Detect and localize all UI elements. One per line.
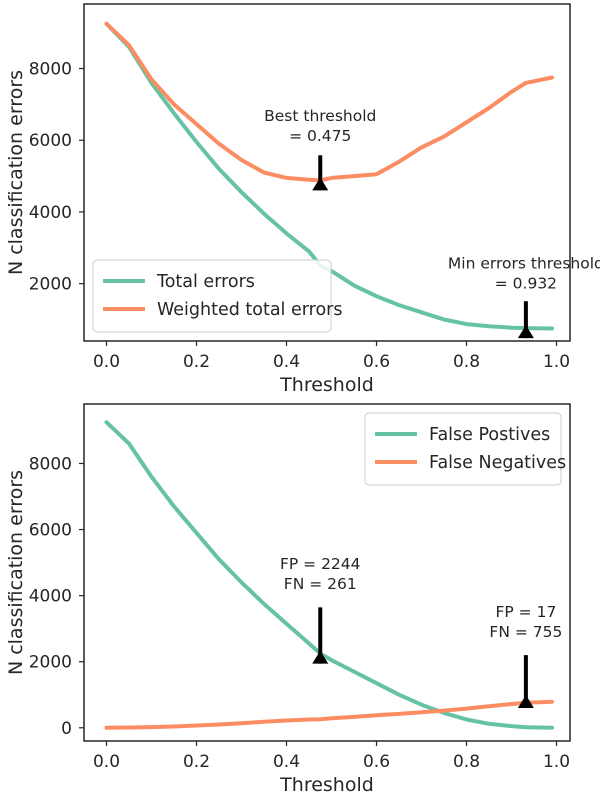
- x-tick-label: 0.2: [183, 352, 210, 372]
- y-tick-label: 0: [61, 719, 72, 739]
- y-tick-label: 8000: [29, 60, 72, 80]
- annotation-arrow-head-1: [517, 325, 534, 339]
- plot-frame: [83, 403, 571, 742]
- x-tick-label: 0.4: [273, 352, 300, 372]
- series-line-1: [104, 21, 554, 183]
- annotation-text-1-0: FP = 17: [495, 603, 556, 621]
- x-tick-label: 1.0: [543, 752, 570, 772]
- annotation-text-0-0: FP = 2244: [280, 555, 361, 573]
- legend: False Postives False Negatives: [364, 412, 566, 486]
- annotation-arrow-head-1: [517, 695, 534, 709]
- legend: Total errors Weighted total errors: [92, 259, 342, 333]
- chart-bottom: FP = 2244 FN = 261 FP = 17 FN = 755 0.0 0.2 0.…: [5, 403, 571, 796]
- x-tick-label: 0.4: [273, 752, 300, 772]
- chart-top: Best threshold = 0.475 Min errors threshol…: [5, 3, 600, 396]
- y-tick-label: 4000: [29, 587, 72, 607]
- x-tick-label: 0.6: [363, 752, 390, 772]
- y-tick-label: 2000: [29, 653, 72, 673]
- series-line-1: [104, 699, 554, 730]
- plot-frame: [83, 3, 571, 342]
- x-axis-label: Threshold: [279, 774, 374, 796]
- legend-label-1: False Negatives: [429, 453, 566, 473]
- y-tick-label: 6000: [29, 131, 72, 151]
- x-tick-label: 0.8: [453, 352, 480, 372]
- y-tick-label: 6000: [29, 521, 72, 541]
- y-tick-label: 2000: [29, 275, 72, 295]
- y-tick-label: 8000: [29, 454, 72, 474]
- annotation-arrow-head-0: [312, 177, 329, 191]
- y-axis-label: N classification errors: [5, 470, 27, 675]
- annotation-arrow-head-0: [312, 650, 329, 664]
- annotation-text-0-1: FN = 261: [284, 575, 357, 593]
- x-axis-label: Threshold: [279, 374, 374, 396]
- legend-label-0: Total errors: [156, 272, 255, 292]
- annotation-text-0-1: = 0.475: [289, 127, 351, 145]
- legend-label-0: False Postives: [429, 425, 550, 445]
- x-tick-label: 0.0: [93, 352, 120, 372]
- annotation-text-1-1: FN = 755: [489, 623, 562, 641]
- annotation-text-0-0: Best threshold: [264, 107, 376, 125]
- legend-box: [92, 259, 332, 333]
- legend-box: [364, 412, 562, 486]
- y-axis-label: N classification errors: [5, 70, 27, 275]
- annotation-text-1-1: = 0.932: [495, 275, 557, 293]
- series-line-0: [104, 420, 554, 730]
- x-tick-label: 1.0: [543, 352, 570, 372]
- x-tick-label: 0.8: [453, 752, 480, 772]
- y-tick-label: 4000: [29, 203, 72, 223]
- x-tick-label: 0.0: [93, 752, 120, 772]
- x-tick-label: 0.2: [183, 752, 210, 772]
- x-tick-label: 0.6: [363, 352, 390, 372]
- legend-label-1: Weighted total errors: [157, 300, 342, 320]
- annotation-text-1-0: Min errors threshold: [448, 255, 600, 273]
